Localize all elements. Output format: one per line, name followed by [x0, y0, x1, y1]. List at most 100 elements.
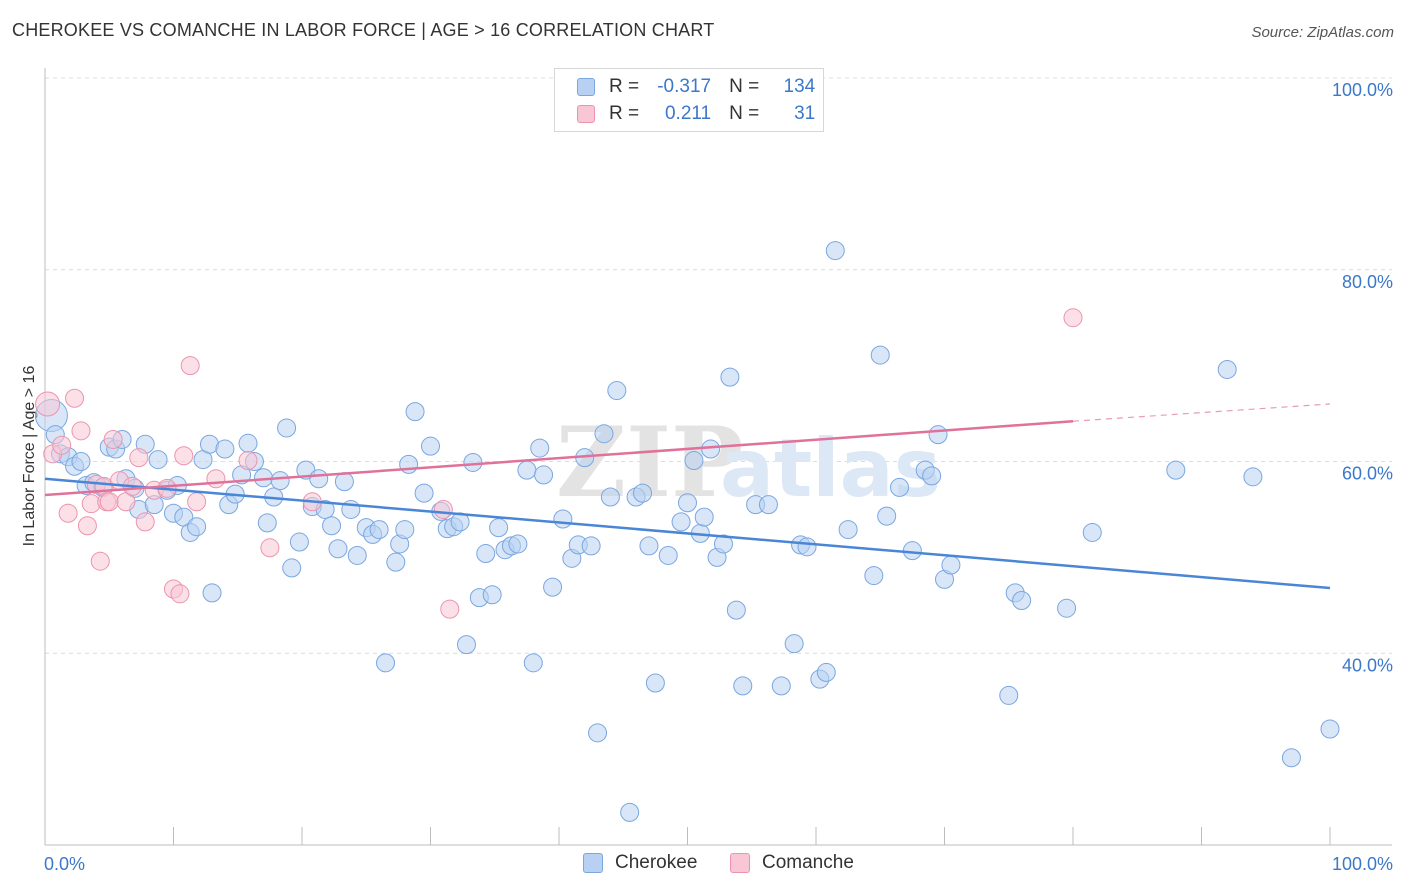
comanche-point	[238, 451, 258, 471]
cherokee-point	[289, 532, 309, 552]
comanche-point	[99, 492, 119, 512]
cherokee-point	[386, 552, 406, 572]
comanche-point	[52, 435, 72, 455]
legend-label-cherokee: Cherokee	[615, 852, 698, 873]
cherokee-trend-line	[44, 477, 1331, 590]
cherokee-point	[376, 653, 396, 673]
cherokee-point	[733, 676, 753, 696]
cherokee-point	[890, 477, 910, 497]
y-tick-label: 60.0%	[1342, 464, 1393, 484]
cherokee-point	[645, 673, 665, 693]
chart-title: CHEROKEE VS COMANCHE IN LABOR FORCE | AG…	[12, 20, 715, 40]
comanche-point	[129, 448, 149, 468]
cherokee-point	[71, 452, 91, 471]
cherokee-point	[187, 517, 207, 537]
cherokee-point	[1217, 359, 1237, 379]
cherokee-point	[395, 520, 415, 540]
cherokee-point	[517, 460, 537, 480]
comanche-point	[440, 599, 460, 619]
cherokee-point	[678, 493, 697, 513]
y-tick-label: 80.0%	[1342, 272, 1393, 292]
cherokee-point	[864, 566, 884, 586]
cherokee-point	[534, 465, 554, 485]
comanche-point	[103, 429, 123, 449]
cherokee-point	[282, 558, 302, 578]
cherokee-point	[1082, 522, 1102, 542]
cherokee-point	[633, 483, 653, 503]
legend-swatch-cherokee	[577, 78, 595, 96]
cherokee-point	[215, 439, 235, 459]
cherokee-point	[684, 451, 704, 471]
legend-n-value: 134	[783, 76, 816, 97]
cherokee-point	[1320, 719, 1340, 739]
legend-n-label: N =	[729, 103, 760, 124]
cherokee-point	[463, 452, 483, 472]
comanche-point	[35, 391, 61, 417]
cherokee-point	[902, 541, 922, 561]
cherokee-point	[309, 469, 329, 489]
cherokee-point	[489, 518, 509, 538]
comanche-point	[433, 499, 453, 519]
comanche-point	[260, 538, 280, 558]
cherokee-point	[771, 676, 791, 696]
cherokee-point	[476, 544, 496, 564]
cherokee-point	[405, 402, 425, 422]
cherokee-point	[870, 345, 890, 365]
legend-swatch-comanche	[577, 105, 595, 123]
comanche-trend-line	[44, 419, 1074, 497]
legend-n-label: N =	[729, 76, 760, 97]
source-label: Source: ZipAtlas.com	[1251, 24, 1394, 41]
legend-r-value: -0.317	[657, 76, 712, 97]
y-axis-label: In Labor Force | Age > 16	[21, 366, 38, 547]
comanche-point	[77, 516, 97, 536]
cherokee-points	[34, 241, 1340, 822]
cherokee-point	[277, 418, 297, 438]
y-tick-label: 100.0%	[1332, 80, 1393, 100]
comanche-point	[71, 421, 91, 441]
cherokee-point	[421, 436, 440, 456]
cherokee-point	[694, 507, 714, 527]
cherokee-point	[941, 555, 961, 575]
cherokee-point	[825, 241, 845, 261]
cherokee-point	[877, 506, 897, 526]
cherokee-point	[620, 802, 640, 822]
cherokee-point	[482, 585, 502, 605]
legend-item-comanche[interactable]: Comanche	[730, 852, 854, 874]
comanche-point	[1063, 308, 1083, 328]
cherokee-point	[1281, 748, 1301, 768]
comanche-point	[187, 492, 207, 512]
trend-lines	[44, 403, 1331, 590]
legend-row-cherokee: R = -0.317 N = 134	[577, 75, 815, 99]
series-legend: Cherokee Comanche	[0, 852, 1406, 878]
cherokee-point	[922, 466, 942, 486]
cherokee-point	[257, 513, 277, 533]
x-tick-label: 0.0%	[44, 854, 85, 874]
comanche-point	[170, 584, 190, 604]
comanche-point	[135, 512, 155, 532]
cherokee-point	[720, 367, 740, 387]
comanche-point	[58, 503, 78, 523]
cherokee-point	[399, 454, 419, 474]
cherokee-point	[928, 425, 948, 445]
y-tick-label: 40.0%	[1342, 655, 1393, 675]
cherokee-point	[456, 635, 476, 655]
cherokee-point	[701, 439, 721, 459]
cherokee-point	[797, 537, 817, 557]
cherokee-point	[1166, 460, 1186, 480]
cherokee-point	[530, 438, 550, 458]
comanche-point	[174, 446, 194, 466]
legend-r-label: R =	[609, 76, 640, 97]
cherokee-point	[999, 685, 1019, 705]
cherokee-point	[726, 600, 746, 620]
cherokee-point	[1012, 591, 1032, 611]
comanche-point	[180, 356, 200, 376]
grid-lines	[45, 77, 1392, 654]
cherokee-point	[658, 545, 678, 565]
cherokee-point	[639, 536, 659, 556]
legend-row-comanche: R = 0.211 N = 31	[577, 102, 815, 126]
cherokee-point	[713, 534, 733, 554]
cherokee-point	[671, 512, 691, 532]
legend-r-value: 0.211	[664, 103, 712, 124]
legend-item-cherokee[interactable]: Cherokee	[583, 852, 697, 874]
